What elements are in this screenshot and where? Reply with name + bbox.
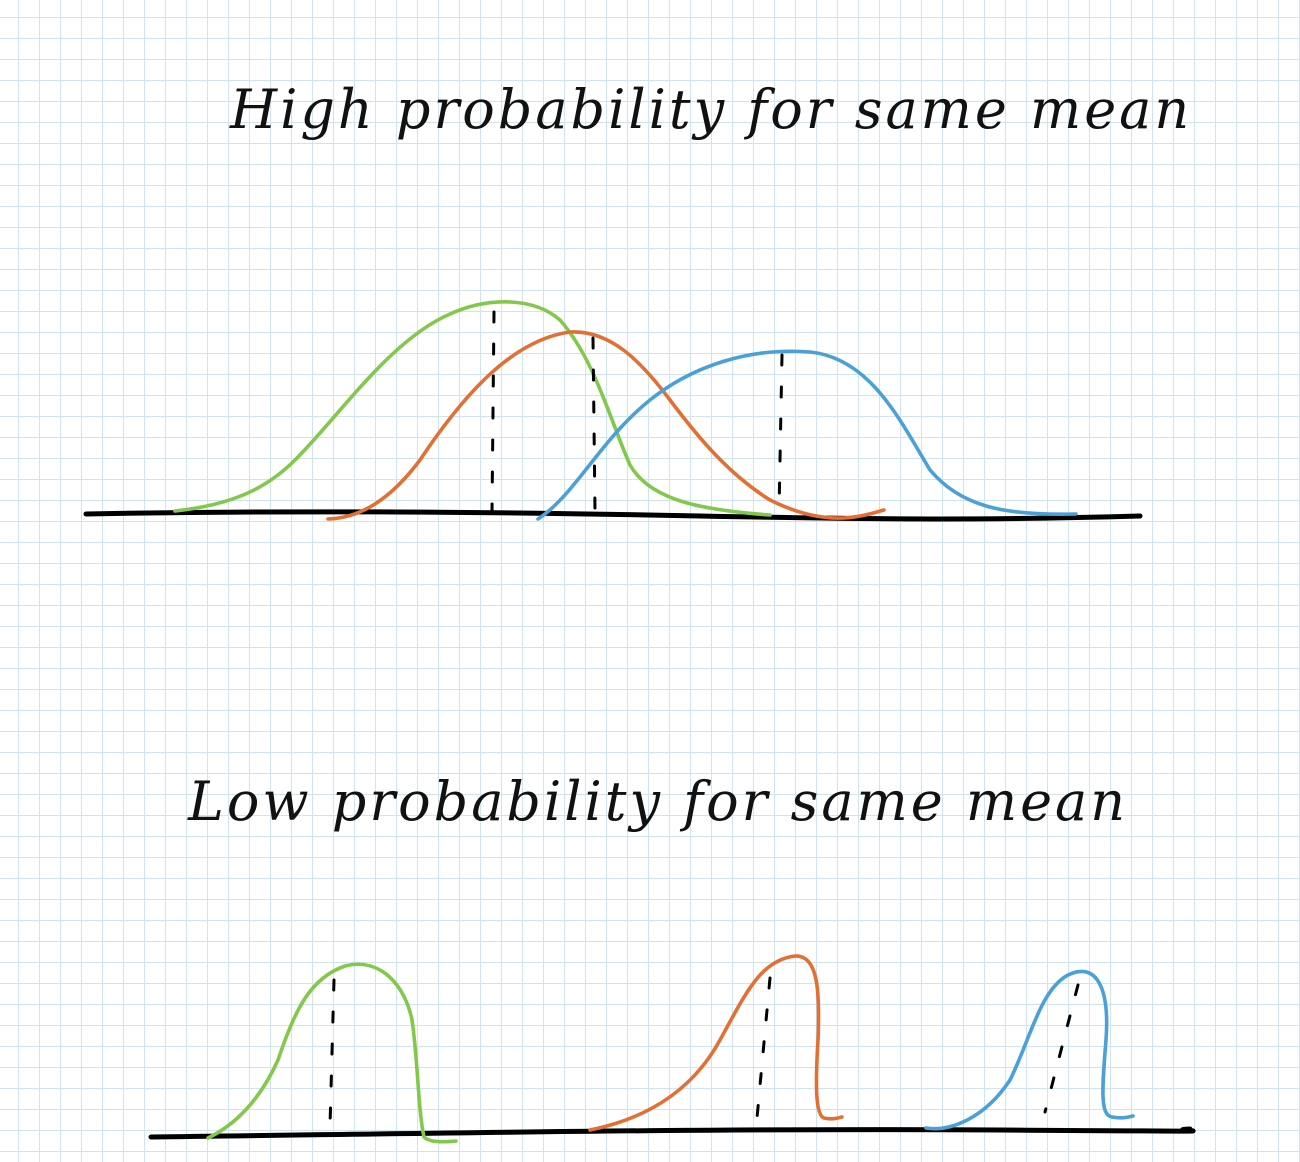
panel-high-probability <box>83 300 1143 522</box>
panel-low-probability <box>148 954 1196 1144</box>
baseline-axis-bottom <box>148 1126 1196 1140</box>
green-curve-bottom <box>206 962 458 1144</box>
heading-low-probability: Low probability for same mean <box>188 770 1129 833</box>
green-curve-top <box>173 300 772 517</box>
blue-curve-bottom <box>924 969 1135 1131</box>
green-mean-marker-bottom <box>328 978 336 1128</box>
baseline-axis-top <box>83 509 1143 522</box>
orange-curve-top <box>326 330 886 521</box>
blue-mean-marker <box>777 353 784 514</box>
blue-mean-marker-bottom <box>1043 983 1080 1114</box>
blue-curve-top <box>536 349 1078 521</box>
heading-high-probability: High probability for same mean <box>230 78 1193 141</box>
orange-mean-marker-bottom <box>755 976 772 1120</box>
orange-curve-bottom <box>588 954 844 1132</box>
orange-mean-marker <box>591 336 597 514</box>
green-mean-marker <box>490 310 496 514</box>
